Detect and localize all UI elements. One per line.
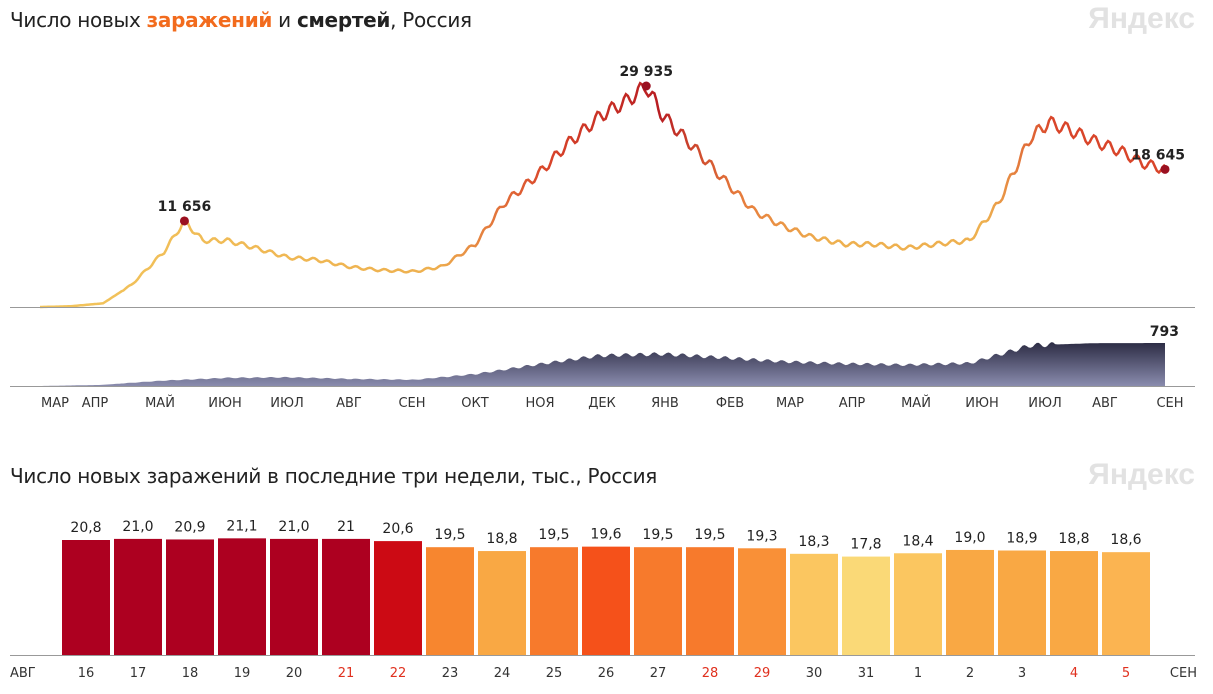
bar-category-label: 24	[494, 666, 511, 681]
bar-value-label: 17,8	[850, 537, 881, 553]
month-tick-label: АВГ	[1092, 396, 1118, 411]
month-tick-label: МАЙ	[145, 395, 175, 411]
peak-label: 11 656	[158, 199, 212, 215]
bar	[62, 540, 110, 655]
peak-marker	[179, 216, 189, 226]
bar-category-label: 28	[702, 666, 719, 681]
bar	[166, 539, 214, 655]
bar-value-label: 18,9	[1006, 531, 1037, 547]
bar-value-label: 19,6	[590, 527, 621, 543]
bar-value-label: 18,8	[1058, 531, 1089, 547]
month-tick-label: НОЯ	[525, 396, 554, 411]
bar-category-label: 22	[390, 666, 407, 681]
bar-value-label: 21	[337, 519, 355, 535]
month-tick-label: ДЕК	[588, 396, 616, 411]
bar	[582, 546, 630, 655]
bar-value-label: 18,8	[486, 531, 517, 547]
bar-category-label: 30	[806, 666, 823, 681]
bar-value-label: 21,1	[226, 518, 257, 534]
bar	[686, 547, 734, 655]
bar-value-label: 19,5	[642, 527, 673, 543]
bar	[426, 547, 474, 655]
month-tick-label: ИЮЛ	[270, 396, 304, 411]
bar-value-label: 21,0	[278, 519, 309, 535]
peak-label: 18 645	[1131, 147, 1185, 163]
bar-category-label: 27	[650, 666, 667, 681]
month-tick-label: МАР	[41, 396, 69, 411]
bar-category-label: 21	[338, 666, 355, 681]
month-tick-label: ИЮН	[208, 396, 242, 411]
month-tick-label: ЯНВ	[651, 396, 679, 411]
month-tick-label: СЕН	[1156, 396, 1183, 411]
bar-value-label: 20,8	[70, 520, 101, 536]
bar-category-label: 29	[754, 666, 771, 681]
bar	[218, 538, 266, 655]
bar	[998, 550, 1046, 655]
month-tick-label: СЕН	[398, 396, 425, 411]
bar	[114, 538, 162, 655]
bar-category-label: 23	[442, 666, 459, 681]
bar-value-label: 18,3	[798, 534, 829, 550]
bar-category-label: 19	[234, 666, 251, 681]
bar-value-label: 19,5	[694, 527, 725, 543]
deaths-label: 793	[1150, 324, 1179, 340]
infections-line	[40, 81, 1166, 309]
deaths-area	[40, 342, 1165, 386]
bar	[946, 549, 994, 655]
bar	[478, 551, 526, 655]
bar-category-label: 25	[546, 666, 563, 681]
bar	[530, 547, 578, 655]
bar-category-label: 4	[1070, 666, 1078, 681]
bar	[1050, 551, 1098, 655]
month-tick-label: АПР	[839, 396, 866, 411]
bar	[374, 541, 422, 655]
line-chart-title: Число новых заражений и смертей, Россия	[10, 8, 472, 32]
bar-value-label: 19,0	[954, 530, 985, 546]
month-label-left: АВГ	[10, 666, 36, 681]
peak-marker	[641, 81, 651, 91]
bar-chart-title: Число новых заражений в последние три не…	[10, 464, 658, 488]
month-tick-label: МАР	[776, 396, 804, 411]
bar	[790, 553, 838, 655]
bar	[1102, 552, 1150, 655]
bar-value-label: 18,6	[1110, 532, 1141, 548]
yandex-logo-2: Яндекс	[1088, 458, 1195, 491]
month-tick-label: ИЮН	[965, 396, 999, 411]
bar-value-label: 19,5	[434, 527, 465, 543]
bar	[894, 553, 942, 655]
bar	[842, 556, 890, 655]
month-tick-label: АПР	[82, 396, 109, 411]
month-tick-label: ОКТ	[461, 396, 488, 411]
bar-category-label: 26	[598, 666, 615, 681]
bar-value-label: 21,0	[122, 519, 153, 535]
month-tick-label: АВГ	[336, 396, 362, 411]
bar-category-label: 17	[130, 666, 147, 681]
bar-category-label: 20	[286, 666, 303, 681]
peak-marker	[1160, 164, 1170, 174]
bar	[270, 538, 318, 655]
bar-category-label: 2	[966, 666, 974, 681]
bar-value-label: 19,5	[538, 527, 569, 543]
month-tick-label: МАЙ	[901, 395, 931, 411]
bar-value-label: 20,9	[174, 519, 205, 535]
bar-category-label: 5	[1122, 666, 1130, 681]
bar	[738, 548, 786, 655]
bar-value-label: 18,4	[902, 533, 933, 549]
peak-label: 29 935	[619, 64, 673, 80]
bar-category-label: 3	[1018, 666, 1026, 681]
yandex-logo: Яндекс	[1088, 2, 1195, 35]
bar	[322, 538, 370, 655]
bar-category-label: 16	[78, 666, 95, 681]
bar-value-label: 19,3	[746, 528, 777, 544]
month-tick-label: ИЮЛ	[1028, 396, 1062, 411]
bar-category-label: 31	[858, 666, 875, 681]
month-tick-label: ФЕВ	[716, 396, 744, 411]
bar	[634, 547, 682, 655]
bar-category-label: 1	[914, 666, 922, 681]
bar-category-label: 18	[182, 666, 199, 681]
month-label-right: СЕН	[1170, 666, 1197, 681]
bar-value-label: 20,6	[382, 521, 413, 537]
